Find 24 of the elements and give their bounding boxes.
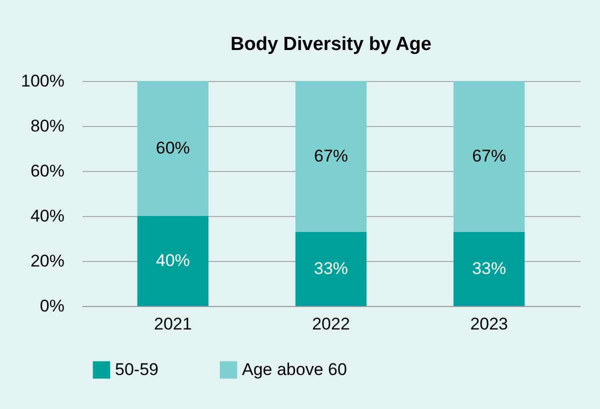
- data-label: 33%: [314, 258, 348, 278]
- y-tick-label: 60%: [30, 162, 64, 180]
- legend-label: Age above 60: [242, 360, 347, 379]
- data-label: 67%: [472, 146, 506, 166]
- chart-title: Body Diversity by Age: [230, 34, 432, 55]
- data-label: 60%: [156, 138, 190, 158]
- x-tick-label: 2023: [470, 314, 508, 334]
- data-label: 40%: [156, 251, 190, 270]
- y-tick-label: 40%: [30, 206, 64, 226]
- y-tick-label: 0%: [40, 296, 64, 316]
- bar: [137, 81, 208, 216]
- bar: [454, 81, 525, 232]
- data-label: 33%: [472, 258, 506, 278]
- bar: [295, 81, 367, 232]
- x-tick-label: 2021: [154, 314, 192, 334]
- y-tick-label: 80%: [30, 116, 64, 136]
- bar: [295, 232, 367, 306]
- bar: [454, 232, 525, 306]
- data-label: 67%: [314, 146, 348, 166]
- y-tick-label: 100%: [21, 72, 64, 90]
- bar: [137, 216, 208, 306]
- x-tick-label: 2022: [312, 314, 350, 334]
- legend-label: 50-59: [115, 360, 158, 379]
- y-tick-label: 20%: [30, 252, 64, 270]
